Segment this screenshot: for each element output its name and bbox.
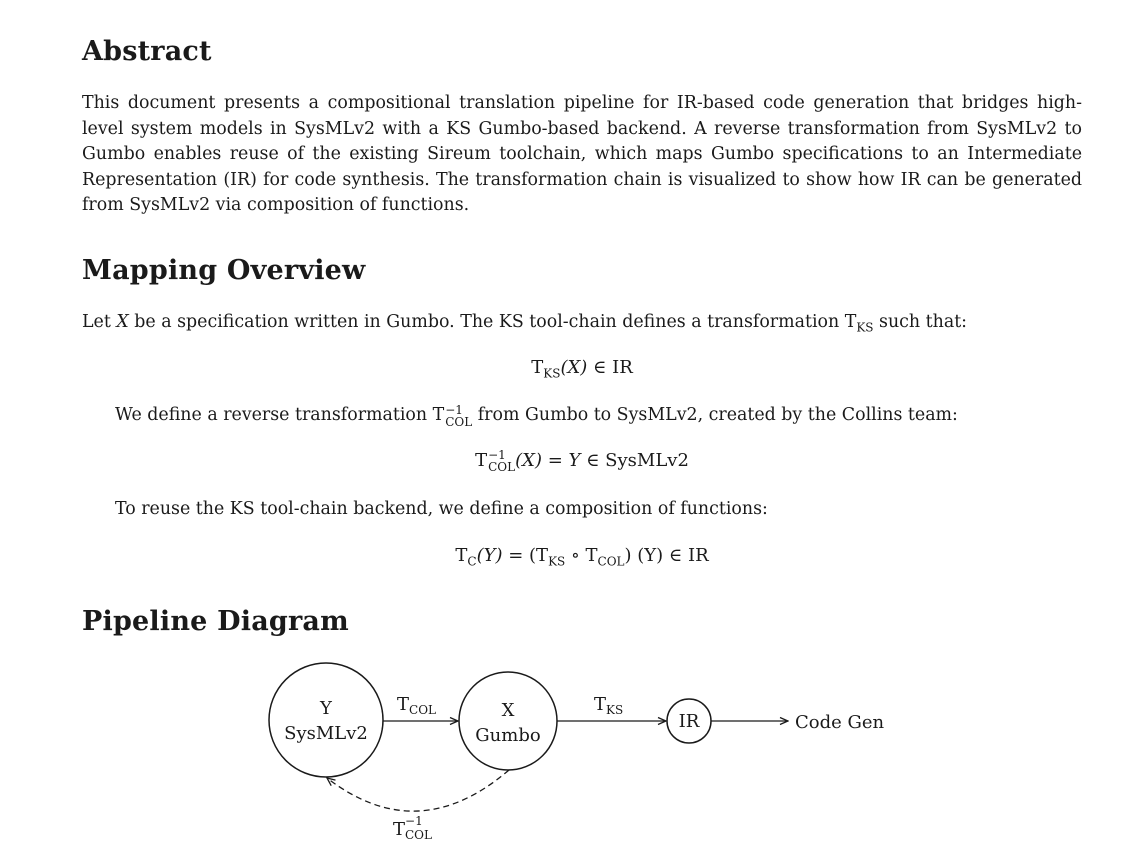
node-x-label-2: Gumbo bbox=[475, 725, 540, 746]
abstract-text: This document presents a compositional t… bbox=[82, 93, 1082, 215]
edge-t-col-inverse-label: T−1 COL bbox=[393, 814, 432, 842]
node-y-circle bbox=[268, 662, 384, 778]
node-y-label-1: Y bbox=[319, 698, 333, 719]
node-y-label-2: SysMLv2 bbox=[284, 723, 368, 744]
mapping-line-2: We define a reverse transformation T −1 CO… bbox=[115, 402, 958, 429]
edge-t-col-inverse bbox=[327, 769, 510, 812]
equation-1: TKS(X) ∈ IR bbox=[531, 357, 633, 381]
node-codegen-label: Code Gen bbox=[795, 712, 885, 733]
node-x-label-1: X bbox=[502, 700, 515, 721]
pipeline-heading: Pipeline Diagram bbox=[82, 606, 349, 637]
node-ir-circle bbox=[666, 698, 712, 744]
mapping-line-3: To reuse the KS tool-chain backend, we d… bbox=[115, 499, 768, 519]
mapping-line-1: Let X be a specification written in Gumb… bbox=[82, 312, 968, 335]
edge-t-ks-label: TKS bbox=[594, 694, 623, 717]
node-x-circle bbox=[458, 671, 558, 771]
abstract-heading: Abstract bbox=[82, 36, 212, 67]
mapping-heading: Mapping Overview bbox=[82, 255, 366, 286]
equation-2: T −1 COL (X) = Y ∈ SysMLv2 bbox=[475, 448, 689, 474]
equation-3: TC(Y) = (TKS ∘ TCOL) (Y) ∈ IR bbox=[455, 545, 709, 569]
edge-t-col-label: TCOL bbox=[397, 694, 436, 717]
node-ir-label: IR bbox=[679, 711, 700, 732]
